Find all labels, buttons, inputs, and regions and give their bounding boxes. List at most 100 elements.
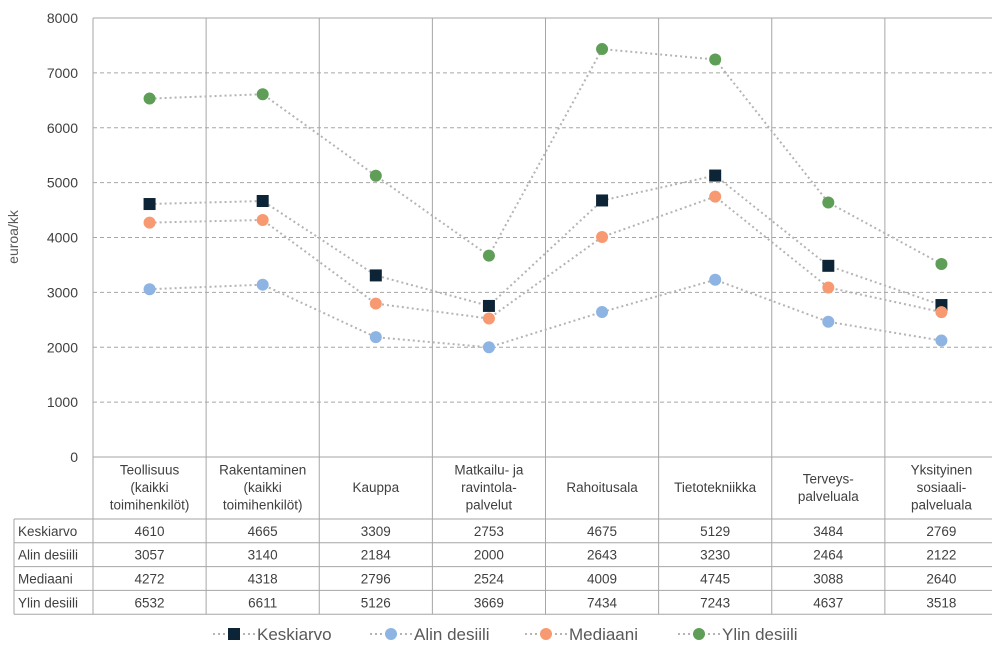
category-label-line: toimihenkilöt) bbox=[110, 498, 190, 513]
y-tick-label: 7000 bbox=[47, 65, 78, 81]
category-label-line: Rahoitusala bbox=[566, 480, 638, 495]
point-keskiarvo bbox=[256, 195, 269, 208]
table-row-label: Alin desiili bbox=[18, 548, 78, 563]
point-mediaani bbox=[709, 190, 722, 203]
category-label: Teollisuus (kaikki toimihenkilöt) bbox=[110, 463, 190, 513]
point-ylin-desiili bbox=[822, 196, 835, 209]
legend: Keskiarvo Alin desiili Mediaani Ylin desiil… bbox=[213, 625, 798, 644]
table-cell: 5129 bbox=[700, 524, 730, 539]
point-mediaani bbox=[143, 216, 156, 229]
y-tick-label: 8000 bbox=[47, 10, 78, 26]
series-line bbox=[149, 278, 942, 349]
point-keskiarvo bbox=[822, 259, 835, 272]
category-label: Rahoitusala bbox=[566, 480, 638, 495]
table-cell: 3669 bbox=[474, 595, 504, 610]
table-cell: 2769 bbox=[926, 524, 956, 539]
point-keskiarvo bbox=[369, 269, 382, 282]
category-label: Terveys-palveluala bbox=[798, 471, 859, 504]
point-mediaani bbox=[482, 312, 495, 325]
table-cell: 4675 bbox=[587, 524, 617, 539]
y-axis: 0 1000 2000 3000 4000 5000 6000 7000 8000 bbox=[47, 10, 78, 465]
point-alin-desiili bbox=[482, 341, 495, 354]
point-ylin-desiili bbox=[482, 249, 495, 262]
point-ylin-desiili bbox=[143, 92, 156, 105]
legend-marker bbox=[228, 628, 240, 640]
table-row-label: Ylin desiili bbox=[18, 595, 78, 610]
point-ylin-desiili bbox=[935, 257, 948, 270]
point-alin-desiili bbox=[256, 278, 269, 291]
category-label-line: Kauppa bbox=[353, 480, 400, 495]
table-cell: 2643 bbox=[587, 548, 617, 563]
category-label-line: palveluala bbox=[798, 489, 859, 504]
point-alin-desiili bbox=[369, 331, 382, 344]
table-cell: 3057 bbox=[135, 548, 165, 563]
legend-label: Keskiarvo bbox=[257, 625, 332, 644]
point-alin-desiili bbox=[709, 273, 722, 286]
point-keskiarvo bbox=[709, 169, 722, 182]
table-row-label: Mediaani bbox=[18, 572, 73, 587]
table-cell: 3309 bbox=[361, 524, 391, 539]
table-cell: 2184 bbox=[361, 548, 392, 563]
category-label: Kauppa bbox=[353, 480, 400, 495]
table-cell: 6611 bbox=[248, 595, 277, 610]
point-alin-desiili bbox=[143, 283, 156, 296]
point-mediaani bbox=[596, 231, 609, 244]
point-mediaani bbox=[822, 281, 835, 294]
category-label-line: Terveys- bbox=[803, 471, 854, 486]
legend-marker bbox=[540, 628, 552, 640]
table-cell: 6532 bbox=[135, 595, 165, 610]
point-ylin-desiili bbox=[709, 53, 722, 66]
table-cell: 2122 bbox=[926, 548, 956, 563]
table-cell: 2464 bbox=[813, 548, 844, 563]
table-cell: 3140 bbox=[248, 548, 278, 563]
category-label-line: Teollisuus bbox=[120, 463, 180, 478]
category-label: Rakentaminen (kaikki toimihenkilöt) bbox=[219, 463, 306, 513]
point-alin-desiili bbox=[596, 305, 609, 318]
table-cell: 4637 bbox=[813, 595, 843, 610]
table-cell: 3484 bbox=[813, 524, 844, 539]
category-label-line: sosiaali- bbox=[917, 480, 967, 495]
category-label-line: (kaikki bbox=[130, 480, 168, 495]
category-label-line: (kaikki bbox=[244, 480, 282, 495]
point-ylin-desiili bbox=[596, 43, 609, 56]
point-mediaani bbox=[935, 306, 948, 319]
table-cell: 5126 bbox=[361, 595, 391, 610]
legend-label: Alin desiili bbox=[414, 625, 490, 644]
y-tick-label: 3000 bbox=[47, 284, 78, 300]
table-cell: 4272 bbox=[135, 572, 165, 587]
point-ylin-desiili bbox=[369, 169, 382, 182]
y-axis-label: euroa/kk bbox=[5, 209, 21, 264]
y-tick-label: 5000 bbox=[47, 175, 78, 191]
point-keskiarvo bbox=[143, 198, 156, 211]
y-tick-label: 1000 bbox=[47, 394, 78, 410]
point-mediaani bbox=[256, 214, 269, 227]
series-line bbox=[149, 195, 942, 320]
point-alin-desiili bbox=[822, 315, 835, 328]
legend-marker bbox=[385, 628, 397, 640]
category-label: Tietotekniikka bbox=[674, 480, 757, 495]
category-label-line: Yksityinen bbox=[911, 463, 973, 478]
table-cell: 4610 bbox=[135, 524, 165, 539]
table-cell: 7243 bbox=[700, 595, 730, 610]
legend-label: Mediaani bbox=[569, 625, 638, 644]
y-tick-label: 4000 bbox=[47, 230, 78, 246]
legend-label: Ylin desiili bbox=[722, 625, 798, 644]
series-line bbox=[149, 174, 942, 308]
table-cell: 2796 bbox=[361, 572, 391, 587]
series-markers bbox=[143, 43, 948, 354]
category-label-line: Matkailu- ja bbox=[454, 463, 524, 478]
table-cell: 3518 bbox=[926, 595, 956, 610]
legend-marker bbox=[693, 628, 705, 640]
category-label-line: Rakentaminen bbox=[219, 463, 306, 478]
point-keskiarvo bbox=[482, 299, 495, 312]
category-label-line: palveluala bbox=[911, 498, 972, 513]
point-keskiarvo bbox=[596, 194, 609, 207]
table-cell: 4745 bbox=[700, 572, 730, 587]
data-table: Teollisuus (kaikki toimihenkilöt) Rakentami… bbox=[13, 463, 992, 615]
category-label-line: palvelut bbox=[466, 498, 513, 513]
y-tick-label: 6000 bbox=[47, 120, 78, 136]
table-cell: 7434 bbox=[587, 595, 618, 610]
table-cell: 3088 bbox=[813, 572, 843, 587]
y-tick-label: 2000 bbox=[47, 339, 78, 355]
